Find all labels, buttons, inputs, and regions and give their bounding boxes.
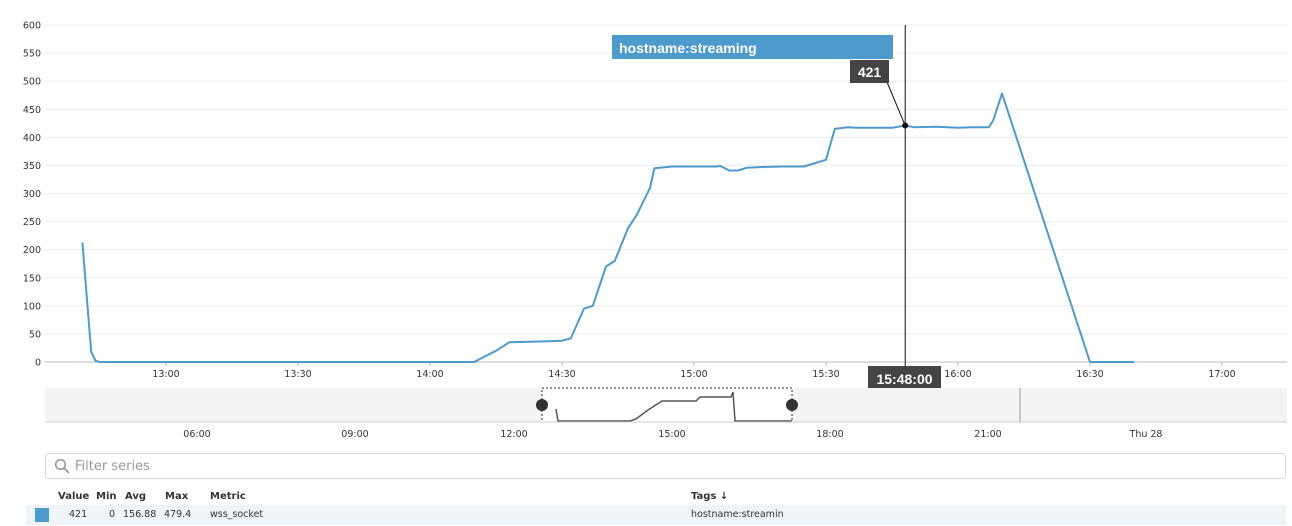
series-line[interactable]	[81, 92, 1134, 363]
row-value: 421	[69, 509, 88, 520]
x-axis: 13:00 13:30 14:00 14:30 15:00 15:30 16:00 16:30…	[152, 362, 1236, 380]
legend-row[interactable]: 421 0 156.88 479.4 wss_socket hostname:s…	[26, 505, 1286, 525]
navigator-tick-label: 09:00	[341, 429, 368, 440]
column-header-tags[interactable]: Tags ↓	[691, 491, 729, 502]
column-header-metric[interactable]: Metric	[210, 491, 246, 502]
column-header-max[interactable]: Max	[165, 491, 189, 502]
tooltip-value-label: 421	[858, 64, 882, 80]
y-tick-label: 200	[23, 245, 41, 256]
navigator-series-line	[555, 391, 792, 422]
column-header-value[interactable]: Value	[58, 491, 90, 502]
tooltip-value-box	[850, 60, 889, 83]
y-tick-label: 150	[23, 273, 41, 284]
y-tick-label: 0	[35, 358, 41, 369]
grid	[45, 24, 1287, 335]
y-tick-label: 350	[23, 161, 41, 172]
navigator-right-handle[interactable]	[786, 399, 798, 411]
x-tick-label: 14:00	[416, 369, 443, 380]
y-tick-label: 100	[23, 301, 41, 312]
column-header-avg[interactable]: Avg	[125, 491, 147, 502]
y-tick-label: 500	[23, 77, 41, 88]
y-tick-label: 450	[23, 105, 41, 116]
navigator-tick-label: 06:00	[183, 429, 210, 440]
row-min: 0	[109, 509, 116, 520]
y-tick-label: 550	[23, 49, 41, 60]
y-tick-label: 600	[23, 21, 41, 32]
y-tick-label: 50	[29, 329, 41, 340]
x-tick-label: 15:30	[812, 369, 839, 380]
y-tick-label: 300	[23, 189, 41, 200]
navigator-tick-label: 15:00	[658, 429, 685, 440]
row-metric: wss_socket	[210, 509, 264, 520]
x-tick-label: 16:00	[944, 369, 971, 380]
navigator-selection[interactable]	[541, 387, 793, 423]
filter-placeholder: Filter series	[75, 459, 150, 474]
series-color-swatch[interactable]	[35, 508, 49, 522]
column-header-min[interactable]: Min	[96, 491, 117, 502]
y-tick-label: 400	[23, 133, 41, 144]
tooltip-time-box	[868, 366, 941, 390]
x-tick-label: 15:00	[680, 369, 707, 380]
x-tick-label: 14:30	[548, 369, 575, 380]
filter-series-input[interactable]: Filter series	[45, 453, 1286, 479]
tooltip-series-box	[612, 35, 893, 59]
row-max: 479.4	[164, 509, 192, 520]
tooltip-leader-line	[886, 81, 906, 126]
x-tick-label: 13:30	[284, 369, 311, 380]
navigator-tick-label: 12:00	[500, 429, 527, 440]
navigator-left-handle[interactable]	[536, 399, 548, 411]
tooltip-time-label: 15:48:00	[876, 371, 932, 387]
tooltip-series-label: hostname:streaming	[619, 40, 757, 56]
row-tags: hostname:streaming	[691, 509, 783, 520]
navigator-x-axis: 06:00 09:00 12:00 15:00 18:00 21:00 Thu 28	[183, 429, 1162, 440]
x-tick-label: 17:00	[1208, 369, 1235, 380]
x-tick-label: 13:00	[152, 369, 179, 380]
x-tick-label: 16:30	[1076, 369, 1103, 380]
search-icon	[54, 458, 70, 474]
navigator-tick-label: 21:00	[974, 429, 1001, 440]
navigator-tick-label: Thu 28	[1129, 429, 1163, 440]
y-tick-label: 250	[23, 217, 41, 228]
row-avg: 156.88	[123, 509, 157, 520]
navigator-tick-label: 18:00	[816, 429, 843, 440]
hover-point	[902, 122, 909, 129]
